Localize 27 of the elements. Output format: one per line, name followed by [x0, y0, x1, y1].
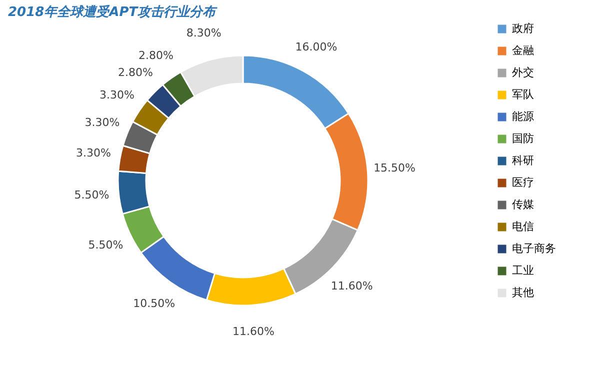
legend-label: 工业	[512, 264, 534, 277]
legend-label: 电信	[512, 220, 534, 233]
data-label: 16.00%	[295, 40, 338, 54]
legend-label: 外交	[512, 66, 534, 79]
chart-title: 2018年全球遭受APT攻击行业分布	[8, 4, 218, 20]
legend-label: 科研	[512, 154, 534, 167]
data-label: 3.30%	[100, 88, 134, 102]
data-label: 3.30%	[76, 146, 111, 160]
legend-label: 其他	[512, 286, 534, 299]
data-label: 8.30%	[186, 26, 222, 40]
data-label: 3.30%	[84, 116, 120, 130]
data-label: 2.80%	[138, 48, 174, 62]
legend-label: 军队	[512, 88, 534, 101]
legend-label: 医疗	[512, 176, 534, 189]
data-label: 15.50%	[374, 162, 416, 175]
data-label: 11.60%	[330, 280, 373, 293]
data-label: 2.80%	[118, 66, 153, 80]
legend-label: 金融	[512, 44, 534, 57]
legend-label: 能源	[512, 110, 534, 123]
data-label: 5.50%	[74, 188, 110, 202]
legend-label: 国防	[512, 132, 534, 145]
data-label: 5.50%	[88, 238, 124, 252]
legend-label: 政府	[512, 22, 534, 35]
data-label: 11.60%	[232, 325, 274, 338]
legend-label: 传媒	[512, 198, 534, 211]
data-label: 10.50%	[133, 296, 176, 310]
legend-label: 电子商务	[512, 242, 556, 255]
